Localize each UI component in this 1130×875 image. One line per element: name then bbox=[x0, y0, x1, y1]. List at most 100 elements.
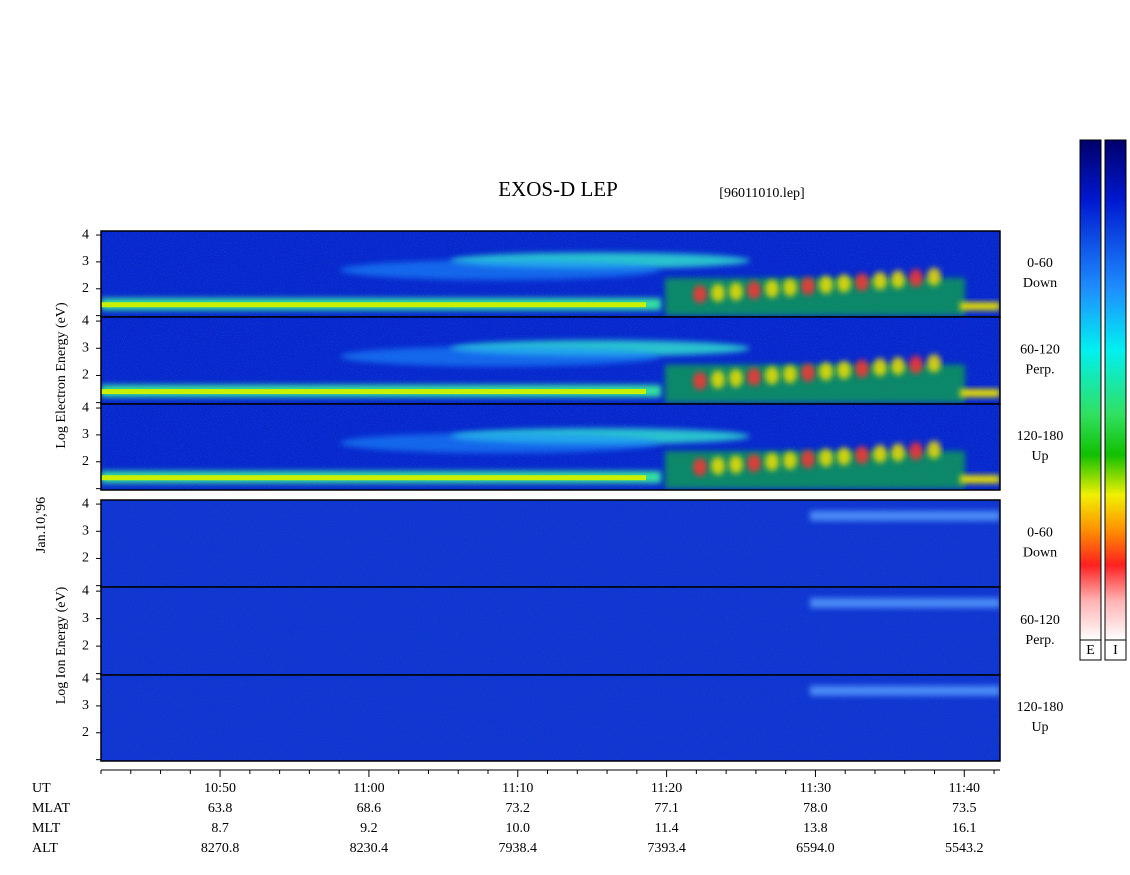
spectrogram bbox=[101, 675, 1000, 761]
y-tick-label: 4 bbox=[82, 400, 89, 415]
blob bbox=[855, 273, 869, 292]
y-tick-label: 2 bbox=[82, 638, 89, 653]
y-tick-label: 3 bbox=[82, 254, 89, 269]
band bbox=[960, 475, 1000, 484]
streak bbox=[810, 685, 1000, 696]
y-tick-label: 4 bbox=[82, 583, 89, 598]
y-tick-label: 3 bbox=[82, 427, 89, 442]
table-cell: 8230.4 bbox=[350, 841, 389, 856]
table-cell: 73.2 bbox=[506, 801, 531, 816]
table-cell: 5543.2 bbox=[945, 841, 984, 856]
blob bbox=[837, 361, 851, 380]
y-tick-label: 2 bbox=[82, 551, 89, 566]
table-cell: 77.1 bbox=[654, 801, 679, 816]
x-tick-label: 11:20 bbox=[651, 781, 682, 796]
y-tick-label: 3 bbox=[82, 698, 89, 713]
table-cell: 7393.4 bbox=[647, 841, 686, 856]
blob bbox=[747, 367, 761, 386]
table-cell: 9.2 bbox=[360, 821, 378, 836]
blob bbox=[927, 267, 941, 286]
panel-frame bbox=[100, 403, 1001, 491]
panel-label: Down bbox=[1023, 276, 1057, 291]
blob bbox=[783, 278, 797, 297]
blob bbox=[801, 363, 815, 382]
table-cell: 8270.8 bbox=[201, 841, 240, 856]
blob bbox=[873, 444, 887, 463]
blob bbox=[873, 271, 887, 290]
blob bbox=[909, 442, 923, 461]
x-tick-label: 11:00 bbox=[353, 781, 384, 796]
panel-label: Up bbox=[1031, 449, 1048, 464]
blob bbox=[819, 448, 833, 467]
blob bbox=[837, 447, 851, 466]
streak bbox=[810, 510, 1000, 521]
colorbar bbox=[1079, 139, 1102, 641]
colorbar-label: I bbox=[1113, 643, 1118, 658]
blob bbox=[711, 283, 725, 302]
file-label: [96011010.lep] bbox=[719, 186, 804, 201]
table-cell: 13.8 bbox=[803, 821, 828, 836]
blob bbox=[783, 451, 797, 470]
y-tick-label: 2 bbox=[82, 454, 89, 469]
panel-label: Up bbox=[1031, 720, 1048, 735]
y-axis-label: Log Ion Energy (eV) bbox=[54, 586, 69, 704]
band bbox=[101, 302, 646, 308]
y-tick-label: 2 bbox=[82, 725, 89, 740]
y-tick-label: 4 bbox=[82, 227, 89, 242]
y-tick-label: 4 bbox=[82, 496, 89, 511]
blob bbox=[747, 281, 761, 300]
table-row-name: UT bbox=[32, 781, 51, 796]
table-cell: 68.6 bbox=[357, 801, 382, 816]
panel-frame bbox=[100, 674, 1001, 762]
table-row-name: MLT bbox=[32, 821, 61, 836]
x-tick-label: 11:40 bbox=[949, 781, 980, 796]
date-label: Jan.10,'96 bbox=[34, 497, 49, 553]
arc bbox=[340, 259, 660, 280]
colorbar bbox=[1104, 139, 1127, 641]
colorbar-label-box bbox=[1104, 639, 1127, 661]
arc bbox=[340, 346, 660, 367]
blob bbox=[855, 359, 869, 378]
panel-label: 120-180 bbox=[1017, 700, 1064, 715]
blob bbox=[729, 455, 743, 474]
blob bbox=[855, 446, 869, 465]
blob bbox=[729, 369, 743, 388]
y-tick-label: 3 bbox=[82, 611, 89, 626]
spectrogram bbox=[101, 317, 1000, 404]
blob bbox=[693, 285, 707, 304]
colorbar-label-box bbox=[1079, 639, 1102, 661]
y-tick-label: 2 bbox=[82, 281, 89, 296]
streak bbox=[810, 598, 1000, 608]
blob bbox=[891, 270, 905, 289]
blob bbox=[693, 371, 707, 390]
band bbox=[960, 302, 1000, 311]
blob bbox=[819, 362, 833, 381]
y-axis-label: Log Electron Energy (eV) bbox=[54, 302, 69, 449]
y-tick-label: 4 bbox=[82, 313, 89, 328]
blob bbox=[927, 354, 941, 373]
table-cell: 73.5 bbox=[952, 801, 977, 816]
blob bbox=[837, 274, 851, 293]
spectrogram bbox=[101, 404, 1000, 490]
y-tick-label: 3 bbox=[82, 340, 89, 355]
panel-label: 0-60 bbox=[1027, 526, 1053, 541]
panel-label: Down bbox=[1023, 546, 1057, 561]
panel-label: Perp. bbox=[1025, 633, 1054, 648]
x-tick-label: 11:10 bbox=[502, 781, 533, 796]
blob bbox=[693, 458, 707, 477]
table-cell: 10.0 bbox=[506, 821, 531, 836]
blob bbox=[765, 366, 779, 385]
table-cell: 11.4 bbox=[655, 821, 679, 836]
blob bbox=[909, 355, 923, 374]
blob bbox=[729, 282, 743, 301]
table-cell: 6594.0 bbox=[796, 841, 835, 856]
y-tick-label: 3 bbox=[82, 523, 89, 538]
blob bbox=[927, 440, 941, 459]
table-cell: 7938.4 bbox=[499, 841, 538, 856]
blob bbox=[819, 275, 833, 294]
chart-title: EXOS-D LEP bbox=[498, 177, 618, 201]
blob bbox=[891, 443, 905, 462]
panel-label: Perp. bbox=[1025, 363, 1054, 378]
spectrogram bbox=[101, 231, 1000, 317]
